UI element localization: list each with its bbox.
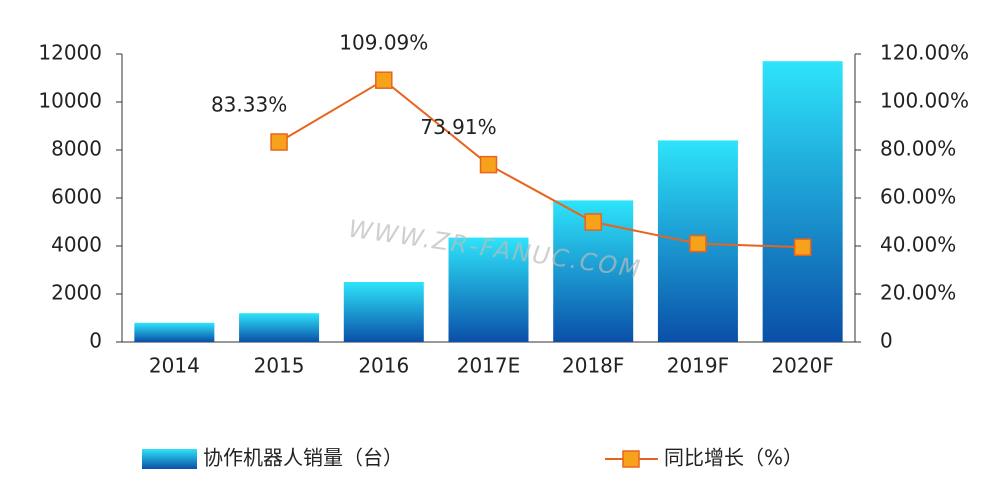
y2-tick-label: 120.00% [880, 41, 969, 65]
line-marker [793, 238, 812, 256]
data-label: 73.91% [420, 115, 496, 139]
y-tick-label: 10000 [38, 89, 102, 113]
data-label: 83.33% [211, 93, 287, 117]
line-marker [584, 213, 602, 231]
bar [239, 313, 320, 342]
line-marker [375, 71, 393, 89]
y2-tick-label: 40.00% [880, 233, 956, 257]
y-tick-label: 0 [89, 329, 102, 353]
bar [762, 61, 843, 342]
y-tick-label: 8000 [51, 137, 102, 161]
legend-label: 同比增长（%） [664, 446, 803, 470]
x-tick-label: 2015 [254, 354, 305, 378]
y2-tick-label: 80.00% [880, 137, 956, 161]
line-marker [689, 234, 707, 253]
line-marker [479, 155, 498, 174]
x-tick-label: 2018F [562, 354, 624, 378]
line-marker [270, 133, 288, 151]
growth-line [278, 78, 803, 249]
y2-tick-label: 100.00% [880, 89, 969, 113]
legend-label: 协作机器人销量（台） [203, 446, 403, 470]
y2-tick-label: 60.00% [880, 185, 956, 209]
data-label: 109.09% [339, 31, 428, 55]
bar [343, 282, 424, 342]
legend-swatch [142, 449, 197, 469]
y-tick-label: 12000 [38, 41, 102, 65]
y-tick-label: 6000 [51, 185, 102, 209]
legend-marker [622, 450, 640, 468]
x-tick-label: 2017E [457, 354, 521, 378]
x-tick-label: 2020F [771, 354, 833, 378]
x-tick-label: 2019F [667, 354, 729, 378]
y2-tick-label: 20.00% [880, 281, 956, 305]
y-tick-label: 2000 [51, 281, 102, 305]
x-tick-label: 2014 [149, 354, 200, 378]
bar [448, 237, 529, 342]
x-tick-label: 2016 [358, 354, 409, 378]
y-tick-label: 4000 [51, 233, 102, 257]
y2-tick-label: 0 [880, 329, 893, 353]
bar [134, 322, 215, 342]
